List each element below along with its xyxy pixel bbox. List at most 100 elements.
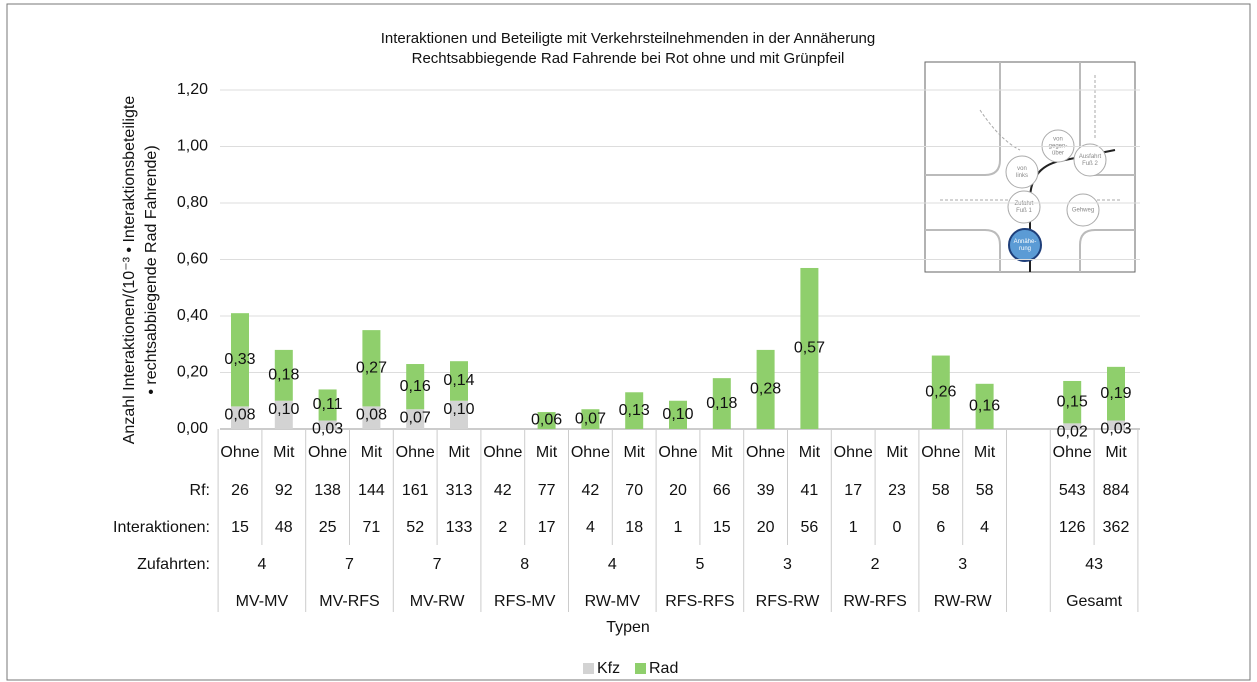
x-tick-label: Mit: [361, 444, 383, 461]
bar-segment: [362, 330, 381, 407]
table-cell: 4: [586, 519, 595, 536]
x-tick-label: Mit: [711, 444, 733, 461]
bar-segment: [406, 409, 425, 429]
inset-node: [1066, 193, 1100, 227]
x-tick-label: Ohne: [658, 444, 697, 461]
legend-label: Rad: [649, 660, 678, 677]
x-tick-label: Ohne: [308, 444, 347, 461]
inset-flows: [940, 75, 1120, 201]
y-axis-title: Anzahl Interaktionen/(10⁻³ • Interaktion…: [121, 96, 160, 445]
table-cell: 3: [958, 556, 967, 573]
bar-segment: [931, 355, 950, 429]
table-cell: 7: [345, 556, 354, 573]
table-cell: 71: [363, 519, 381, 536]
x-tick-label: Mit: [536, 444, 558, 461]
table-cell: 4: [257, 556, 266, 573]
table-row-label: Zufahrten:: [137, 556, 210, 573]
table-cell: 23: [888, 482, 906, 499]
x-tick-label: Ohne: [220, 444, 259, 461]
x-tick-label: Ohne: [746, 444, 785, 461]
data-label: 0,26: [925, 383, 956, 400]
data-label: 0,33: [224, 351, 255, 368]
y-axis-title-line: • rechtsabbiegende Rad Fahrende): [143, 145, 160, 394]
inset-node-label: Ausfahrt: [1079, 154, 1102, 160]
data-label: 0,16: [400, 378, 431, 395]
table-cell: 70: [625, 482, 643, 499]
table-cell: 42: [494, 482, 512, 499]
table-cell: 126: [1059, 519, 1086, 536]
inset-node-label: Fuß 2: [1082, 161, 1098, 167]
bar-segment: [1107, 366, 1125, 421]
table-cell: 56: [801, 519, 819, 536]
y-tick-label: 0,60: [177, 251, 208, 268]
inset-node: [1073, 143, 1107, 177]
x-tick-label: Mit: [1105, 444, 1127, 461]
group-label: RW-MV: [585, 593, 641, 610]
table-cell: 43: [1085, 556, 1103, 573]
table-cell: 18: [625, 519, 643, 536]
y-tick-label: 0,20: [177, 364, 208, 381]
bar-segment: [318, 420, 337, 429]
x-tick-label: Ohne: [921, 444, 960, 461]
inset-node-label: links: [1016, 173, 1028, 179]
table-cell: 52: [406, 519, 424, 536]
table-cell: 144: [358, 482, 385, 499]
group-label: RFS-MV: [494, 593, 556, 610]
table-cell: 7: [433, 556, 442, 573]
table-cell: 20: [757, 519, 775, 536]
legend-swatch: [635, 663, 646, 674]
inset-node-label: rung: [1019, 246, 1031, 252]
bar-segment: [450, 361, 468, 401]
table-cell: 15: [713, 519, 731, 536]
bar-segment: [274, 400, 293, 429]
table-cell: 58: [932, 482, 950, 499]
table-cell: 58: [976, 482, 994, 499]
bar-segment: [231, 313, 249, 407]
table-cell: 77: [538, 482, 556, 499]
y-tick-label: 1,00: [177, 138, 208, 155]
x-tick-label: Ohne: [483, 444, 522, 461]
table-cell: 25: [319, 519, 337, 536]
group-label: RW-RFS: [843, 593, 906, 610]
data-label: 0,02: [1057, 424, 1088, 441]
table-cell: 20: [669, 482, 687, 499]
data-label: 0,07: [400, 409, 431, 426]
inset-node: [1008, 228, 1042, 262]
data-label: 0,19: [1100, 385, 1131, 402]
table-cell: 138: [314, 482, 341, 499]
table-cell: 543: [1059, 482, 1086, 499]
y-tick-label: 0,40: [177, 307, 208, 324]
inset-node-label: Annähe-: [1014, 239, 1037, 245]
y-tick-label: 0,80: [177, 194, 208, 211]
x-tick-label: Mit: [448, 444, 470, 461]
x-tick-label: Mit: [624, 444, 646, 461]
group-label: MV-RW: [410, 593, 466, 610]
data-label: 0,10: [268, 401, 299, 418]
inset-roads: [925, 62, 1135, 272]
inset-node-label: über: [1052, 151, 1064, 157]
inset-node-label: von: [1053, 137, 1063, 143]
bar-segment: [318, 389, 337, 421]
group-label: MV-RFS: [319, 593, 379, 610]
data-label: 0,08: [356, 407, 387, 424]
table-row-label: Rf:: [190, 482, 210, 499]
bar-segment: [1107, 420, 1125, 429]
data-label: 0,18: [268, 367, 299, 384]
table-cell: 1: [849, 519, 858, 536]
data-label: 0,11: [313, 396, 343, 413]
data-label: 0,03: [1100, 421, 1131, 438]
legend-swatch: [583, 663, 594, 674]
inset-node-label: Gehweg: [1072, 208, 1094, 214]
data-label: 0,07: [575, 410, 606, 427]
bar-segment: [669, 400, 687, 429]
bar-segment: [975, 383, 994, 429]
legend-label: Kfz: [597, 660, 620, 677]
chart-subtitle: Rechtsabbiegende Rad Fahrende bei Rot oh…: [412, 50, 845, 67]
bar-segment: [581, 409, 600, 429]
table-cell: 2: [498, 519, 507, 536]
group-label: RW-RW: [934, 593, 993, 610]
x-tick-label: Ohne: [834, 444, 873, 461]
